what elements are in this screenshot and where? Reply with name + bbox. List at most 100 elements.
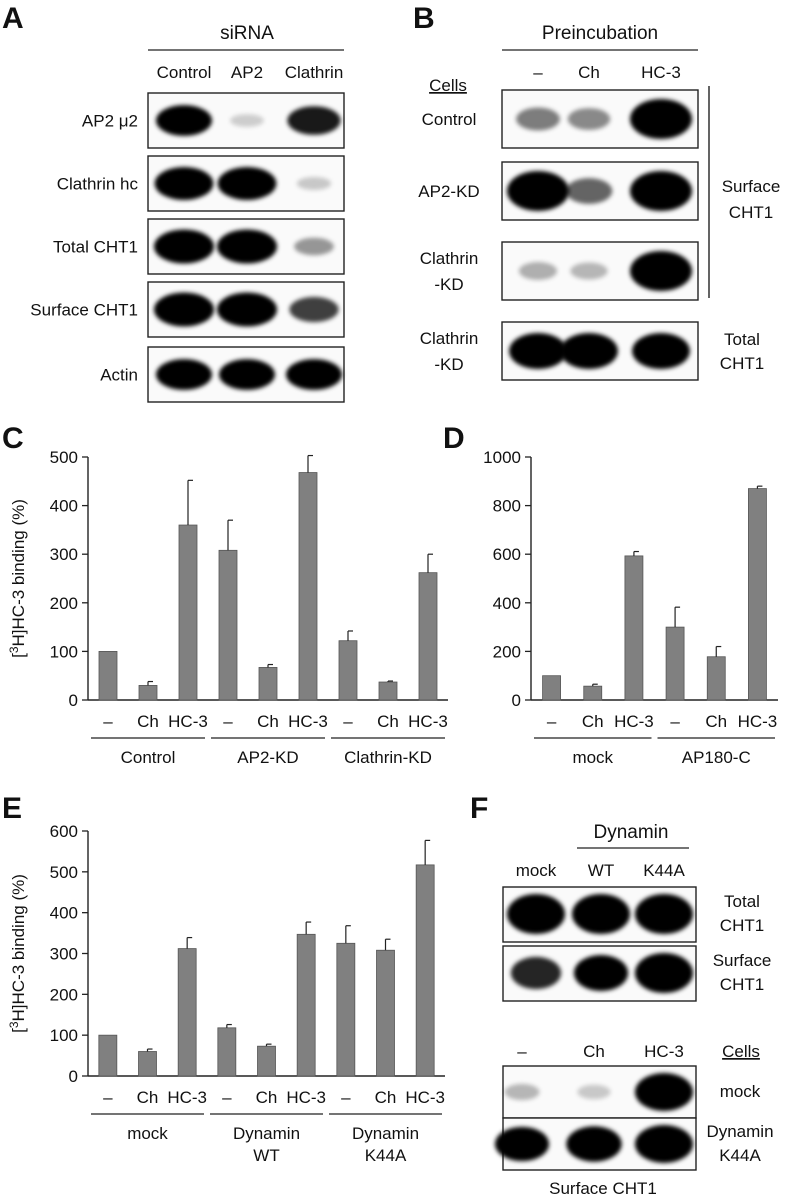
chart-c-category-label-2: HC-3: [168, 712, 208, 731]
chart-d-group-label-ap180-c: AP180-C: [682, 748, 751, 767]
chart-c-group-label-ap2-kd: AP2-KD: [237, 748, 298, 767]
chart-c-y-tick-label: 300: [50, 545, 78, 564]
chart-c-y-tick-label: 0: [69, 691, 78, 710]
blot-row-label-clathrin-hc: Clathrin hc: [57, 175, 139, 194]
blot-f-column-label-2: K44A: [643, 861, 685, 880]
chart-d-y-tick-label: 400: [493, 594, 521, 613]
chart-c-category-label-5: HC-3: [288, 712, 328, 731]
chart-d-y-tick-label: 0: [512, 691, 521, 710]
chart-d-category-label-2: HC-3: [614, 712, 654, 731]
blot-b-band-3-1: [560, 332, 618, 370]
blot-column-label-ap2: AP2: [231, 63, 263, 82]
chart-e-bar-2: [177, 948, 197, 1077]
chart-c-bar-5: [298, 472, 318, 701]
chart-d-category-label-1: Ch: [582, 712, 604, 731]
chart-d-category-label-3: –: [670, 712, 680, 731]
blot-band-ap2-2-2: [287, 106, 341, 135]
chart-c-y-tick-label: 400: [50, 497, 78, 516]
blot-row-label-ap2-2: AP2 μ2: [82, 112, 138, 131]
blot-b-column-label-1: Ch: [578, 63, 600, 82]
chart-c-y-tick-label: 100: [50, 642, 78, 661]
chart-e-group-label-mock: mock: [127, 1124, 168, 1143]
chart-c: 0 100 200 300 400 500 [3H]HC-3 binding (%) – Ch H…: [7, 448, 448, 767]
panel-letter-d: D: [443, 422, 465, 455]
chart-e-category-label-8: HC-3: [405, 1088, 445, 1107]
chart-c-category-label-7: Ch: [377, 712, 399, 731]
chart-c-category-label-0: –: [103, 712, 113, 731]
blot-f-lower-band-0-2: [635, 1073, 693, 1111]
chart-e-group-label-dynamin-k44a: Dynamin: [352, 1124, 419, 1143]
blot-b-band-0-0: [516, 107, 560, 131]
chart-e-bar-7: [376, 949, 395, 1077]
chart-c-bar-3: [218, 549, 238, 701]
blot-b-header: Preincubation: [542, 23, 658, 44]
blot-band-actin-2: [286, 359, 342, 390]
blot-band-ap2-2-1: [230, 114, 264, 127]
chart-c-category-label-6: –: [343, 712, 353, 731]
blot-band-clathrin-hc-2: [296, 176, 332, 191]
blot-band-surface-cht1-2: [289, 296, 339, 323]
chart-e-group-label-dynamin-k44a: K44A: [365, 1146, 407, 1165]
panel-letter-f: F: [470, 792, 488, 825]
blot-f-row-label-1: CHT1: [720, 975, 764, 994]
chart-c-bar-2: [178, 524, 198, 701]
blot-band-ap2-2-0: [156, 105, 212, 136]
chart-d-bar-3: [665, 626, 685, 701]
blot-f-lower-band-1-0: [494, 1126, 550, 1162]
blot-f-band-1-0: [510, 956, 562, 990]
blot-b-row-label-2: Clathrin: [420, 249, 479, 268]
chart-c-category-label-1: Ch: [137, 712, 159, 731]
chart-c-y-axis-label: [3H]HC-3 binding (%): [7, 499, 28, 658]
chart-e-category-label-1: Ch: [137, 1088, 159, 1107]
blot-b-row-label-3: -KD: [434, 355, 463, 374]
chart-d-y-tick-label: 600: [493, 545, 521, 564]
blot-f-band-1-1: [573, 954, 629, 992]
chart-c-bar-6: [338, 640, 358, 701]
blot-f-lower-row-label-1: Dynamin: [706, 1122, 773, 1141]
blot-band-clathrin-hc-1: [217, 167, 277, 200]
chart-e-bar-5: [296, 933, 316, 1077]
chart-e-category-label-6: –: [341, 1088, 351, 1107]
chart-e-bar-0: [98, 1034, 118, 1077]
blot-column-label-control: Control: [157, 63, 212, 82]
chart-c-bar-0: [98, 651, 118, 701]
blot-b-row-label-2: -KD: [434, 275, 463, 294]
blot-row-label-surface-cht1: Surface CHT1: [30, 301, 138, 320]
chart-e-y-axis-label: [3H]HC-3 binding (%): [7, 874, 28, 1033]
blot-a-header: siRNA: [220, 23, 274, 44]
blot-panel-b: Preincubation Cells – Ch HC-3 Control AP2-KD…: [418, 23, 780, 381]
blot-f-column-label-0: mock: [516, 861, 557, 880]
blot-b-band-2-1: [570, 262, 608, 280]
blot-b-band-0-2: [630, 99, 692, 139]
blot-panel-f: Dynamin Cells Surface CHT1 mock WT K44A Tot…: [494, 822, 774, 1198]
chart-d-bar-0: [542, 675, 561, 701]
chart-e-y-tick-label: 500: [50, 863, 78, 882]
chart-d-y-tick-label: 800: [493, 497, 521, 516]
chart-e-category-label-0: –: [103, 1088, 113, 1107]
blot-f-lower-row-label-1: K44A: [719, 1146, 761, 1165]
blot-b-row-label-1: AP2-KD: [418, 182, 479, 201]
blot-f-lower-column-label-1: Ch: [583, 1042, 605, 1061]
blot-b-row-label-0: Control: [422, 110, 477, 129]
chart-c-bar-4: [258, 667, 278, 701]
blot-band-total-cht1-0: [154, 229, 214, 264]
blot-row-label-actin: Actin: [100, 366, 138, 385]
blot-f-band-0-1: [572, 894, 630, 934]
chart-c-category-label-3: –: [223, 712, 233, 731]
chart-c-category-label-4: Ch: [257, 712, 279, 731]
blot-b-band-3-0: [509, 332, 567, 370]
chart-e-y-tick-label: 300: [50, 945, 78, 964]
blot-f-row-label-1: Surface: [713, 951, 772, 970]
chart-c-group-label-control: Control: [121, 748, 176, 767]
blot-band-actin-1: [219, 359, 275, 390]
blot-b-band-1-0: [507, 171, 569, 211]
blot-b-total-label: Total: [724, 330, 760, 349]
chart-c-bar-8: [418, 572, 438, 701]
blot-f-column-label-1: WT: [588, 861, 614, 880]
chart-d-bar-5: [748, 488, 767, 701]
blot-band-actin-0: [156, 359, 212, 390]
chart-c-bar-1: [138, 685, 158, 701]
blot-b-band-1-2: [630, 171, 692, 211]
chart-c-y-tick-label: 500: [50, 448, 78, 467]
